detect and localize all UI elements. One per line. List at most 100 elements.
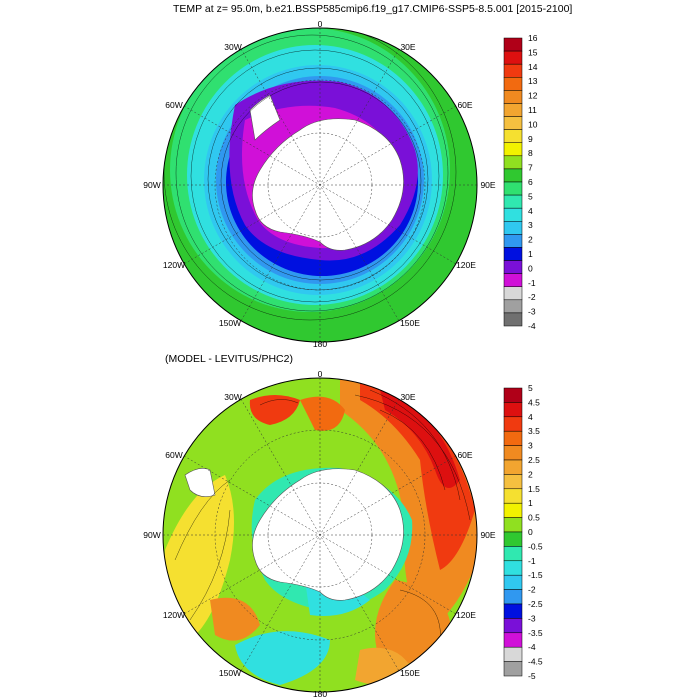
bottom-colorbar-swatch: [503, 560, 523, 576]
top-colorbar-swatch: [503, 90, 523, 104]
bottom-colorbar-swatch: [503, 430, 523, 446]
bottom-colorbar: 5 4.5 4 3.5 3 2.5 2 1.5 1 0.5 0 -0.5 -1 -1.5 -2 -2.5 -3 -…: [503, 384, 543, 681]
bottom-colorbar-label: 0: [528, 527, 533, 537]
bottom-colorbar-label: -0.5: [528, 541, 543, 551]
top-colorbar-label: 3: [528, 220, 533, 230]
lon-label-0: 0: [318, 370, 323, 379]
top-colorbar-label: 5: [528, 191, 533, 201]
top-colorbar-swatch: [503, 260, 523, 274]
bottom-colorbar-swatch: [503, 402, 523, 418]
lon-label-60w: 60W: [165, 100, 182, 110]
bottom-colorbar-label: -2: [528, 585, 536, 595]
top-colorbar-label: 4: [528, 206, 533, 216]
top-colorbar-swatch: [503, 37, 523, 52]
top-colorbar-swatch: [503, 194, 523, 209]
top-colorbar-swatch: [503, 63, 523, 78]
bottom-colorbar-swatch: [503, 618, 523, 634]
bottom-colorbar-swatch: [503, 387, 523, 403]
bottom-colorbar-swatch: [503, 445, 523, 461]
lon-label-120e: 120E: [456, 260, 476, 270]
top-colorbar-swatch: [503, 299, 523, 314]
top-colorbar-label: 6: [528, 177, 533, 187]
bottom-colorbar-label: -3.5: [528, 628, 543, 638]
lon-label-30w: 30W: [224, 392, 241, 402]
bottom-colorbar-label: -3: [528, 613, 536, 623]
bottom-colorbar-label: 4: [528, 412, 533, 422]
top-colorbar-swatch: [503, 234, 523, 248]
lon-label-120w: 120W: [163, 260, 185, 270]
lon-label-90w: 90W: [143, 180, 160, 190]
lon-label-90e: 90E: [480, 530, 495, 540]
bottom-colorbar-label: 3: [528, 441, 533, 451]
bottom-colorbar-label: -2.5: [528, 599, 543, 609]
lon-label-120w: 120W: [163, 610, 185, 620]
top-colorbar-swatch: [503, 181, 523, 196]
bottom-colorbar-label: -4.5: [528, 657, 543, 667]
bottom-colorbar-swatch: [503, 646, 523, 662]
bottom-colorbar-label: 1.5: [528, 484, 540, 494]
bottom-colorbar-label: -1.5: [528, 570, 543, 580]
top-colorbar-swatch: [503, 286, 523, 301]
lon-label-150e: 150E: [400, 668, 420, 678]
bottom-colorbar-label: -1: [528, 556, 536, 566]
lon-label-150w: 150W: [219, 668, 241, 678]
lon-label-150e: 150E: [400, 318, 420, 328]
lon-label-90e: 90E: [480, 180, 495, 190]
top-colorbar-swatch: [503, 168, 523, 183]
bottom-colorbar-swatch: [503, 603, 523, 619]
top-colorbar-swatch: [503, 50, 523, 65]
top-colorbar-label: 11: [528, 105, 537, 115]
top-colorbar-label: 14: [528, 62, 538, 72]
bottom-colorbar-swatch: [503, 546, 523, 562]
top-colorbar-label: 2: [528, 235, 533, 245]
top-colorbar-label: 16: [528, 34, 538, 43]
bottom-colorbar-label: -4: [528, 642, 536, 652]
bottom-colorbar-swatch: [503, 459, 523, 475]
top-colorbar-label: 13: [528, 76, 538, 86]
bottom-colorbar-label: 1: [528, 498, 533, 508]
top-colorbar-swatch: [503, 142, 523, 157]
top-map-title: TEMP at z= 95.0m, b.e21.BSSP585cmip6.f19…: [173, 3, 573, 15]
bottom-map-title: (MODEL - LEVITUS/PHC2): [165, 353, 293, 365]
top-colorbar-label: -1: [528, 278, 536, 288]
lon-label-180: 180: [313, 689, 327, 699]
top-colorbar-label: 1: [528, 249, 533, 259]
top-colorbar-label: -2: [528, 292, 536, 302]
top-colorbar-label: 8: [528, 148, 533, 158]
lon-label-90w: 90W: [143, 530, 160, 540]
top-colorbar-label: -3: [528, 307, 536, 317]
top-colorbar-label: 10: [528, 119, 538, 129]
bottom-colorbar-swatch: [503, 632, 523, 648]
top-polar-map: 0 30E 60E 90E 120E 150E 180 150W 120W 90…: [143, 20, 496, 349]
top-colorbar-label: 0: [528, 263, 533, 273]
bottom-colorbar-swatch: [503, 574, 523, 590]
bottom-colorbar-swatch: [503, 416, 523, 432]
bottom-colorbar-swatch: [503, 589, 523, 605]
top-colorbar-label: 9: [528, 134, 533, 144]
top-colorbar-swatch: [503, 129, 523, 143]
bottom-colorbar-label: 4.5: [528, 397, 540, 407]
bottom-colorbar-swatch: [503, 474, 523, 490]
top-colorbar-swatch: [503, 273, 523, 287]
bottom-colorbar-label: 0.5: [528, 513, 540, 523]
lon-label-60e: 60E: [457, 450, 472, 460]
bottom-colorbar-label: 2.5: [528, 455, 540, 465]
top-colorbar-swatch: [503, 155, 523, 170]
bottom-colorbar-swatch: [503, 517, 523, 533]
top-colorbar-swatch: [503, 77, 523, 91]
lon-label-60e: 60E: [457, 100, 472, 110]
bottom-colorbar-label: 2: [528, 469, 533, 479]
top-colorbar-label: 12: [528, 91, 538, 101]
top-colorbar-label: -4: [528, 321, 536, 331]
bottom-colorbar-label: 3.5: [528, 426, 540, 436]
top-colorbar-swatch: [503, 312, 523, 327]
lon-label-150w: 150W: [219, 318, 241, 328]
top-colorbar-swatch: [503, 116, 523, 130]
top-colorbar-label: 7: [528, 163, 533, 173]
top-colorbar-label: 15: [528, 47, 538, 57]
bottom-polar-map: 0 30E 60E 90E 120E 150E 180 150W 120W 90…: [143, 370, 496, 699]
antarctica-land: [252, 468, 404, 601]
bottom-colorbar-swatch: [503, 488, 523, 504]
lon-label-60w: 60W: [165, 450, 182, 460]
